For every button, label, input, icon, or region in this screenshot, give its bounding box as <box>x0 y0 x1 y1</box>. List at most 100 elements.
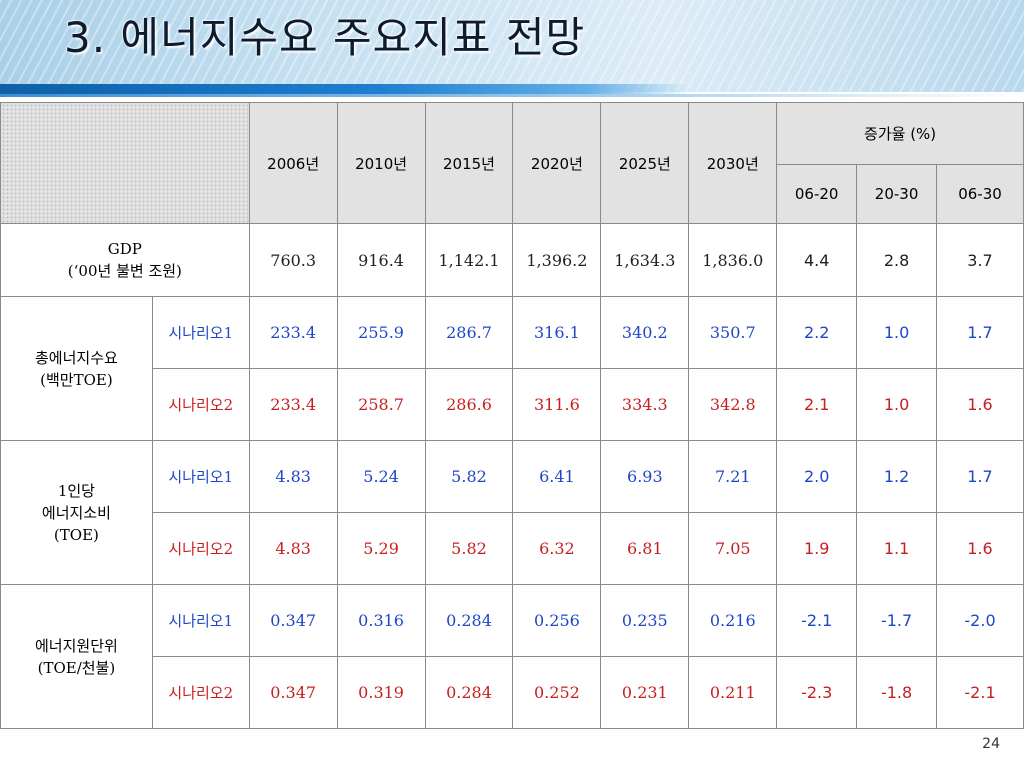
year-header: 2030년 <box>688 102 778 224</box>
table-cell: 4.83 <box>248 440 338 513</box>
category-label-cell: 에너지원단위 (TOE/천불) <box>0 584 153 729</box>
table-cell: 0.256 <box>512 584 602 657</box>
growth-cell: 1.7 <box>936 296 1024 369</box>
table-cell: 340.2 <box>600 296 690 369</box>
category-unit-label: (백만TOE) <box>40 370 113 389</box>
table-row: 시나리오2 233.4 258.7 286.6 311.6 334.3 342.… <box>1 368 1024 441</box>
scenario-label: 시나리오1 <box>151 296 250 369</box>
table-cell: 7.05 <box>688 512 778 585</box>
slide-header-background <box>0 0 1024 92</box>
year-header: 2020년 <box>512 102 602 224</box>
scenario-label: 시나리오2 <box>151 368 250 441</box>
growth-cell: 1.6 <box>936 368 1024 441</box>
corner-header-cell <box>0 102 250 224</box>
growth-cell: 1.0 <box>856 368 938 441</box>
gdp-label: GDP <box>107 240 142 258</box>
table-cell: 0.284 <box>424 584 514 657</box>
growth-cell: -1.7 <box>856 584 938 657</box>
table-cell: 286.7 <box>424 296 514 369</box>
scenario-label: 시나리오2 <box>151 656 250 729</box>
year-header: 2010년 <box>336 102 426 224</box>
table-cell: 0.252 <box>512 656 602 729</box>
table-cell: 350.7 <box>688 296 778 369</box>
growth-cell: 2.1 <box>776 368 858 441</box>
table-cell: 916.4 <box>336 223 426 297</box>
table-cell: 316.1 <box>512 296 602 369</box>
gdp-row: GDP (‘00년 불변 조원) 760.3 916.4 1,142.1 1,3… <box>0 223 1024 297</box>
table-cell: 5.24 <box>336 440 426 513</box>
growth-cell: 3.7 <box>936 223 1024 297</box>
category-unit-label: (TOE/천불) <box>37 658 116 677</box>
growth-cell: 4.4 <box>776 223 858 297</box>
table-cell: 1,142.1 <box>424 223 514 297</box>
table-cell: 0.231 <box>600 656 690 729</box>
table-row: 1인당 에너지소비 (TOE) 시나리오1 4.83 5.24 5.82 6.4… <box>0 440 1024 585</box>
table-cell: 6.81 <box>600 512 690 585</box>
header-accent-bar <box>0 84 690 94</box>
scenario-label: 시나리오1 <box>151 440 250 513</box>
table-cell: 342.8 <box>688 368 778 441</box>
table-cell: 760.3 <box>248 223 338 297</box>
category-label: 에너지소비 <box>41 503 111 522</box>
table-cell: 6.32 <box>512 512 602 585</box>
table-row: 시나리오2 0.347 0.319 0.284 0.252 0.231 0.21… <box>1 656 1024 729</box>
table-cell: 1,634.3 <box>600 223 690 297</box>
growth-cell: 2.2 <box>776 296 858 369</box>
header-row-periods: 06-20 20-30 06-30 <box>1 164 1024 224</box>
table-cell: 0.211 <box>688 656 778 729</box>
growth-period-header: 06-30 <box>936 164 1024 224</box>
table-cell: 286.6 <box>424 368 514 441</box>
gdp-unit-label: (‘00년 불변 조원) <box>67 262 182 280</box>
category-label: 1인당 <box>57 481 95 500</box>
table-cell: 0.316 <box>336 584 426 657</box>
table-cell: 5.82 <box>424 440 514 513</box>
table-row: 에너지원단위 (TOE/천불) 시나리오1 0.347 0.316 0.284 … <box>0 584 1024 729</box>
table-cell: 255.9 <box>336 296 426 369</box>
table-cell: 6.93 <box>600 440 690 513</box>
year-header: 2015년 <box>424 102 514 224</box>
table-cell: 0.284 <box>424 656 514 729</box>
scenario-label: 시나리오1 <box>151 584 250 657</box>
header-row-top: 2006년 2010년 2015년 2020년 2025년 2030년 증가율 … <box>0 102 1024 224</box>
table-cell: 233.4 <box>248 368 338 441</box>
table-cell: 0.347 <box>248 656 338 729</box>
header-accent-line <box>0 94 1024 97</box>
growth-cell: 2.8 <box>856 223 938 297</box>
growth-cell: 1.7 <box>936 440 1024 513</box>
table-cell: 1,396.2 <box>512 223 602 297</box>
category-label-cell: 총에너지수요 (백만TOE) <box>0 296 153 441</box>
category-label: 에너지원단위 <box>35 636 118 655</box>
growth-rate-header: 증가율 (%) <box>776 102 1024 165</box>
growth-period-header: 20-30 <box>856 164 938 224</box>
growth-cell: -2.1 <box>936 656 1024 729</box>
table-cell: 0.216 <box>688 584 778 657</box>
energy-indicator-table: 2006년 2010년 2015년 2020년 2025년 2030년 증가율 … <box>0 102 1024 729</box>
growth-cell: -2.0 <box>936 584 1024 657</box>
growth-cell: 1.6 <box>936 512 1024 585</box>
slide-title: 3. 에너지수요 주요지표 전망 <box>64 13 586 62</box>
table-row: 총에너지수요 (백만TOE) 시나리오1 233.4 255.9 286.7 3… <box>0 296 1024 441</box>
table-cell: 7.21 <box>688 440 778 513</box>
gdp-label-cell: GDP (‘00년 불변 조원) <box>0 223 250 297</box>
category-label: 총에너지수요 <box>35 348 118 367</box>
growth-cell: 2.0 <box>776 440 858 513</box>
table-cell: 0.319 <box>336 656 426 729</box>
growth-cell: 1.2 <box>856 440 938 513</box>
year-header: 2006년 <box>248 102 338 224</box>
scenario-label: 시나리오2 <box>151 512 250 585</box>
table-cell: 4.83 <box>248 512 338 585</box>
table-cell: 233.4 <box>248 296 338 369</box>
table-cell: 258.7 <box>336 368 426 441</box>
table-cell: 311.6 <box>512 368 602 441</box>
table-cell: 5.29 <box>336 512 426 585</box>
table-row: 시나리오2 4.83 5.29 5.82 6.32 6.81 7.05 1.9 … <box>1 512 1024 585</box>
table-cell: 6.41 <box>512 440 602 513</box>
growth-period-header: 06-20 <box>776 164 858 224</box>
growth-cell: 1.0 <box>856 296 938 369</box>
growth-cell: 1.9 <box>776 512 858 585</box>
table-cell: 5.82 <box>424 512 514 585</box>
table-cell: 1,836.0 <box>688 223 778 297</box>
category-unit-label: (TOE) <box>53 525 99 544</box>
growth-cell: 1.1 <box>856 512 938 585</box>
growth-cell: -2.3 <box>776 656 858 729</box>
